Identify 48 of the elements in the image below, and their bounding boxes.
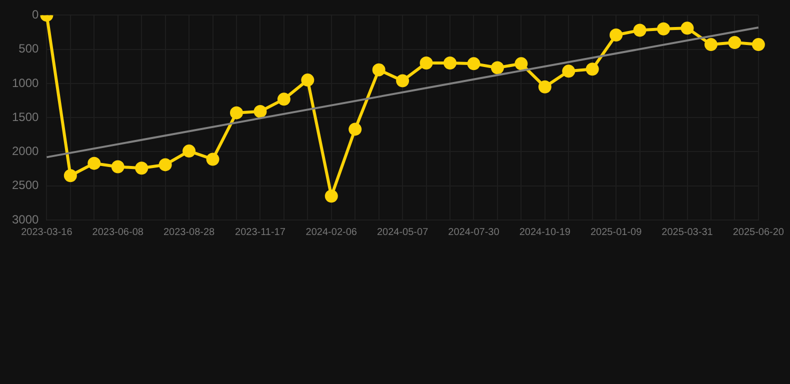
x-tick-label: 2024-05-07	[376, 226, 429, 238]
point	[420, 56, 433, 70]
x-tick-label: 2023-03-16	[21, 226, 73, 238]
point	[490, 61, 504, 74]
point	[704, 38, 718, 52]
point	[514, 57, 528, 70]
point	[752, 38, 765, 52]
point	[230, 106, 243, 120]
point	[206, 152, 220, 166]
x-tick-label: 2025-06-20	[732, 226, 784, 238]
point	[562, 64, 576, 78]
x-tick-label: 2025-01-09	[590, 226, 642, 238]
point	[657, 22, 670, 36]
point	[88, 156, 101, 170]
y-tick-label: 1500	[12, 110, 40, 124]
point	[633, 24, 646, 37]
point	[396, 74, 410, 88]
y-tick-label: 2000	[12, 144, 40, 158]
point	[467, 57, 480, 70]
point	[182, 144, 196, 158]
point	[538, 80, 552, 94]
x-tick-label: 2023-06-08	[92, 226, 144, 238]
y-tick-label: 2500	[12, 178, 40, 192]
x-tick-label: 2024-10-19	[519, 226, 571, 238]
x-tick-label: 2024-07-30	[448, 226, 500, 238]
x-tick-label: 2023-08-28	[163, 226, 216, 238]
point	[444, 56, 457, 70]
y-tick-label: 500	[18, 42, 40, 56]
point	[64, 169, 77, 182]
point	[301, 74, 314, 87]
point	[135, 162, 148, 175]
point	[254, 104, 267, 118]
point	[111, 160, 124, 174]
x-tick-label: 2023-11-17	[235, 226, 286, 238]
point	[158, 158, 172, 172]
y-tick-label: 1000	[12, 76, 40, 90]
point	[277, 92, 290, 106]
point	[586, 62, 599, 76]
y-tick-label: 3000	[12, 212, 40, 226]
x-tick-label: 2025-03-31	[662, 226, 714, 238]
point	[680, 22, 694, 35]
point	[610, 28, 623, 42]
y-tick-label: 0	[32, 8, 40, 22]
x-tick-label: 2024-02-06	[306, 226, 358, 238]
point	[372, 63, 386, 76]
point	[728, 36, 742, 50]
point	[348, 122, 362, 136]
point	[324, 190, 338, 203]
